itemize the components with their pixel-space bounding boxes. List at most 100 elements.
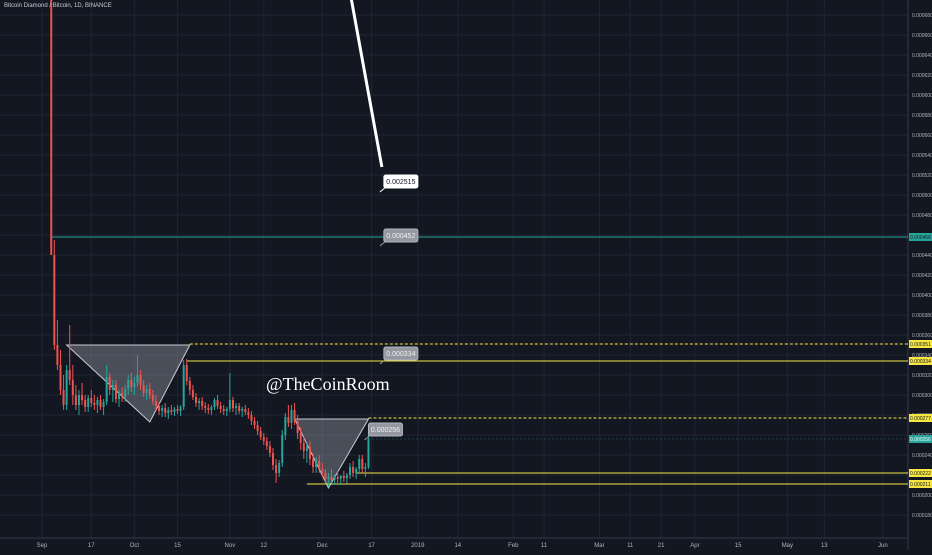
candle-body xyxy=(204,406,207,408)
candle-body xyxy=(102,402,105,407)
price-label: 0.000458 xyxy=(910,235,931,241)
candle-body xyxy=(333,477,336,480)
y-tick-label: 0.000640 xyxy=(912,53,932,59)
triangle-pattern xyxy=(293,418,370,490)
y-tick-label: 0.000400 xyxy=(912,293,932,299)
price-label: 0.000277 xyxy=(910,416,931,422)
candle-body xyxy=(179,407,182,411)
candle-body xyxy=(345,475,348,478)
x-tick-label: 11 xyxy=(627,543,634,549)
candle-body xyxy=(139,375,142,385)
candle-body xyxy=(250,415,253,421)
candle-body xyxy=(219,406,222,409)
candle-body xyxy=(96,400,99,405)
candle-body xyxy=(342,476,345,478)
candle-body xyxy=(241,409,244,411)
candle-body xyxy=(312,459,315,467)
current-price-label: 0.000256 xyxy=(910,437,931,443)
candle-body xyxy=(62,390,65,405)
candle-body xyxy=(142,385,145,393)
candle-body xyxy=(275,465,278,473)
candle-body xyxy=(210,407,213,410)
callout-label: 0.000452 xyxy=(386,233,415,240)
y-tick-label: 0.000600 xyxy=(912,93,932,99)
candle-body xyxy=(336,477,339,479)
candle-body xyxy=(330,477,333,480)
candle-body xyxy=(235,406,238,408)
candle-body xyxy=(293,410,296,421)
y-tick-label: 0.000320 xyxy=(912,373,932,379)
candle-body xyxy=(133,383,136,387)
price-label-box xyxy=(909,340,932,348)
callout-box xyxy=(383,174,419,189)
candle-body xyxy=(151,395,154,401)
x-tick-label: Apr xyxy=(690,543,699,549)
candle-body xyxy=(65,370,68,405)
candle-body xyxy=(287,417,290,423)
candle-body xyxy=(121,393,124,397)
candle-body xyxy=(188,381,191,390)
candle-body xyxy=(228,400,231,409)
candle-body xyxy=(284,417,287,435)
price-label: 0.000351 xyxy=(910,342,931,348)
candle-body xyxy=(161,408,164,411)
candle-body xyxy=(50,0,53,255)
candle-body xyxy=(198,401,201,403)
candle-body xyxy=(262,437,265,441)
candle-body xyxy=(299,433,302,443)
candle-body xyxy=(71,380,74,395)
candle-body xyxy=(59,365,62,390)
x-tick-label: 11 xyxy=(541,543,548,549)
price-label: 0.000222 xyxy=(910,471,931,477)
price-label-box xyxy=(909,469,932,477)
candle-body xyxy=(324,473,327,479)
candle-body xyxy=(148,389,151,395)
candle-body xyxy=(53,255,56,345)
y-tick-label: 0.000500 xyxy=(912,193,932,199)
candle-body xyxy=(84,400,87,407)
callout-box xyxy=(383,228,419,243)
candle-body xyxy=(136,375,139,383)
callout-box xyxy=(383,346,419,361)
chart-title: Bitcoin Diamond / Bitcoin, 1D, BINANCE xyxy=(4,3,112,9)
x-tick-label: Jun xyxy=(878,543,888,549)
candle-body xyxy=(358,459,361,469)
y-tick-label: 0.000680 xyxy=(912,13,932,19)
candle-body xyxy=(253,421,256,425)
candle-body xyxy=(315,461,318,467)
candle-body xyxy=(77,395,80,405)
candle-body xyxy=(367,439,370,467)
y-tick-label: 0.000560 xyxy=(912,133,932,139)
candle-body xyxy=(56,345,59,365)
candle-body xyxy=(201,401,204,406)
candle-body xyxy=(114,385,117,399)
candle-body xyxy=(231,400,234,408)
x-tick-label: 2019 xyxy=(411,543,425,549)
y-tick-label: 0.000660 xyxy=(912,33,932,39)
candle-body xyxy=(247,412,250,415)
candle-body xyxy=(154,401,157,406)
candle-body xyxy=(305,447,308,451)
candle-body xyxy=(176,409,179,411)
x-tick-label: 15 xyxy=(174,543,181,549)
candle-body xyxy=(321,469,324,473)
candle-body xyxy=(90,398,93,403)
y-tick-label: 0.000540 xyxy=(912,153,932,159)
candle-body xyxy=(361,459,364,469)
candle-body xyxy=(124,389,127,397)
candle-body xyxy=(256,425,259,431)
x-tick-label: Nov xyxy=(225,543,236,549)
candle-body xyxy=(296,421,299,433)
x-tick-label: 14 xyxy=(454,543,461,549)
candle-body xyxy=(259,431,262,437)
y-tick-label: 0.000180 xyxy=(912,513,932,519)
candle-body xyxy=(74,395,77,405)
candle-body xyxy=(195,397,197,403)
y-tick-label: 0.000440 xyxy=(912,253,932,259)
x-tick-label: Oct xyxy=(130,543,140,549)
candle-body xyxy=(222,409,225,411)
x-tick-label: 17 xyxy=(88,543,95,549)
candle-body xyxy=(355,469,358,473)
